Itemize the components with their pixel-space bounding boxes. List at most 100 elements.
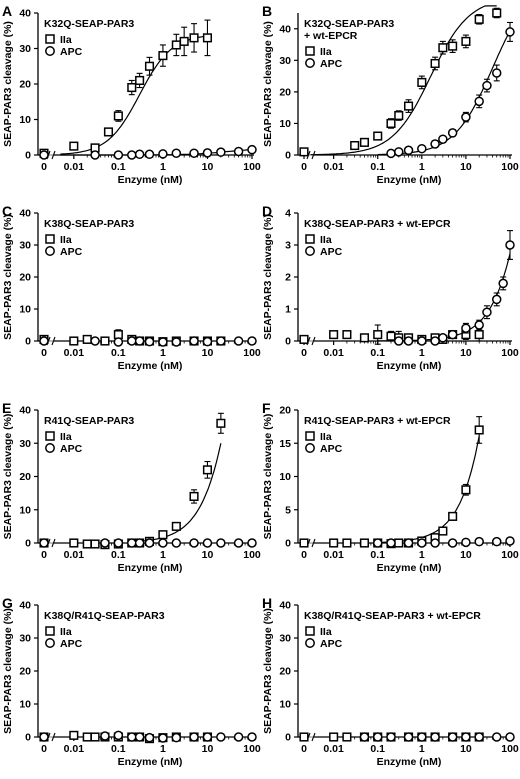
data-point-square <box>474 425 484 435</box>
data-point-circle <box>386 538 396 548</box>
data-point-circle <box>491 294 502 305</box>
legend-square-marker <box>305 234 315 244</box>
panel-letter: F <box>262 400 271 416</box>
data-point-circle <box>134 732 145 742</box>
data-point-square <box>342 538 352 548</box>
data-point-square <box>69 538 79 548</box>
x-tick-label: 0.01 <box>323 347 344 359</box>
data-point-square <box>394 538 404 548</box>
data-point-circle <box>505 27 515 37</box>
legend-label: IIa <box>60 431 72 443</box>
data-point-circle <box>430 538 440 548</box>
x-axis-title: Enzyme (nM) <box>377 562 442 574</box>
data-point-circle <box>461 732 471 742</box>
data-point-circle <box>247 538 257 548</box>
data-point-circle <box>505 240 515 250</box>
x-tick-label: 100 <box>243 161 261 173</box>
x-axis-title: Enzyme (nM) <box>377 174 442 186</box>
panel-title: K38Q/R41Q-SEAP-PAR3 + wt-EPCR <box>304 610 481 622</box>
legend-label: IIa <box>320 431 332 443</box>
data-point-circle <box>474 320 484 330</box>
data-point-circle <box>247 732 257 742</box>
data-point-square <box>359 333 370 343</box>
data-point-circle <box>216 538 226 548</box>
series-apc <box>359 732 515 742</box>
x-tick-label: 1 <box>419 743 425 755</box>
x-tick-label: 1 <box>419 161 425 173</box>
data-point-square <box>100 336 110 346</box>
data-point-circle <box>39 336 49 346</box>
x-tick-label: 0.1 <box>370 549 385 561</box>
data-point-circle <box>461 112 471 122</box>
data-point-square <box>461 36 471 46</box>
data-point-square <box>82 732 92 742</box>
data-point-circle <box>417 336 427 346</box>
panel-h: H 0 10 20 30 40 0 0.01 0.1 1 10 100 Enzyme (nM) SEAP-… <box>262 595 519 768</box>
y-tick-label: 20 <box>19 272 31 284</box>
data-point-square <box>158 51 168 61</box>
y-axis-title: SEAP-PAR3 cleavage (%) <box>2 21 14 147</box>
panel-title-line2: + wt-EPCR <box>304 30 358 42</box>
data-point-circle <box>127 538 137 548</box>
data-point-circle <box>113 730 124 741</box>
x-tick-label: 10 <box>202 347 214 359</box>
legend-label: IIa <box>60 234 72 246</box>
legend-circle-marker <box>305 638 315 648</box>
data-point-circle <box>233 732 244 742</box>
x-tick-label: 0 <box>41 161 47 173</box>
y-tick-label: 20 <box>19 666 31 678</box>
x-tick-label: 0.01 <box>64 549 85 561</box>
data-point-square <box>359 137 370 147</box>
data-point-square <box>461 485 471 495</box>
y-tick-label: 20 <box>279 405 291 417</box>
y-axis-title: SEAP-PAR3 cleavage (%) <box>262 608 274 734</box>
data-point-circle <box>417 732 427 742</box>
y-tick-label: 0 <box>25 150 31 162</box>
y-axis-title: SEAP-PAR3 cleavage (%) <box>262 414 274 540</box>
data-point-circle <box>113 150 124 160</box>
panel-title: K38Q-SEAP-PAR3 <box>44 218 134 230</box>
data-point-circle <box>144 149 155 160</box>
data-point-circle <box>216 336 226 346</box>
data-point-circle <box>171 148 182 158</box>
data-point-square <box>299 732 309 742</box>
data-point-square <box>299 538 309 548</box>
series-apc <box>39 538 257 548</box>
data-point-square <box>202 33 213 43</box>
x-tick-label: 100 <box>243 347 261 359</box>
data-point-square <box>373 131 383 141</box>
panel-a: A 0 10 20 30 40 0 0.01 0.1 1 10 100 Enzyme (nM) SEAP-… <box>2 3 261 186</box>
x-tick-label: 100 <box>501 347 519 359</box>
x-tick-label: 0.1 <box>111 549 126 561</box>
data-point-circle <box>113 538 124 548</box>
data-point-square <box>90 539 100 549</box>
panel-d: D 0 1 2 3 4 0 0.01 0.1 1 10 100 Enzyme (nM) SEAP-PAR3… <box>262 203 519 372</box>
data-point-square <box>350 140 360 151</box>
data-point-square <box>216 418 226 428</box>
data-point-circle <box>430 139 440 149</box>
data-point-circle <box>505 732 515 742</box>
panel-letter: A <box>2 3 12 19</box>
data-point-circle <box>438 134 448 144</box>
x-tick-label: 0.1 <box>370 161 385 173</box>
data-point-circle <box>202 336 213 347</box>
panel-title: K38Q-SEAP-PAR3 + wt-EPCR <box>304 218 451 230</box>
data-point-circle <box>438 333 448 343</box>
legend-label: IIa <box>320 626 332 638</box>
y-tick-label: 3 <box>285 240 291 252</box>
fit-curve <box>377 253 511 342</box>
data-point-circle <box>158 733 168 743</box>
data-point-circle <box>491 68 502 78</box>
x-tick-label: 0.1 <box>111 347 126 359</box>
panel-letter: B <box>262 3 272 19</box>
y-axis-title: SEAP-PAR3 cleavage (%) <box>2 608 14 734</box>
series-apc <box>377 230 515 346</box>
legend-label: APC <box>60 46 83 58</box>
legend-circle-marker <box>305 443 315 453</box>
x-tick-label: 10 <box>202 161 214 173</box>
y-tick-label: 40 <box>19 208 31 220</box>
panel-letter: E <box>2 400 11 416</box>
data-point-square <box>179 36 189 46</box>
data-point-square <box>403 101 414 111</box>
legend-circle-marker <box>305 246 315 256</box>
